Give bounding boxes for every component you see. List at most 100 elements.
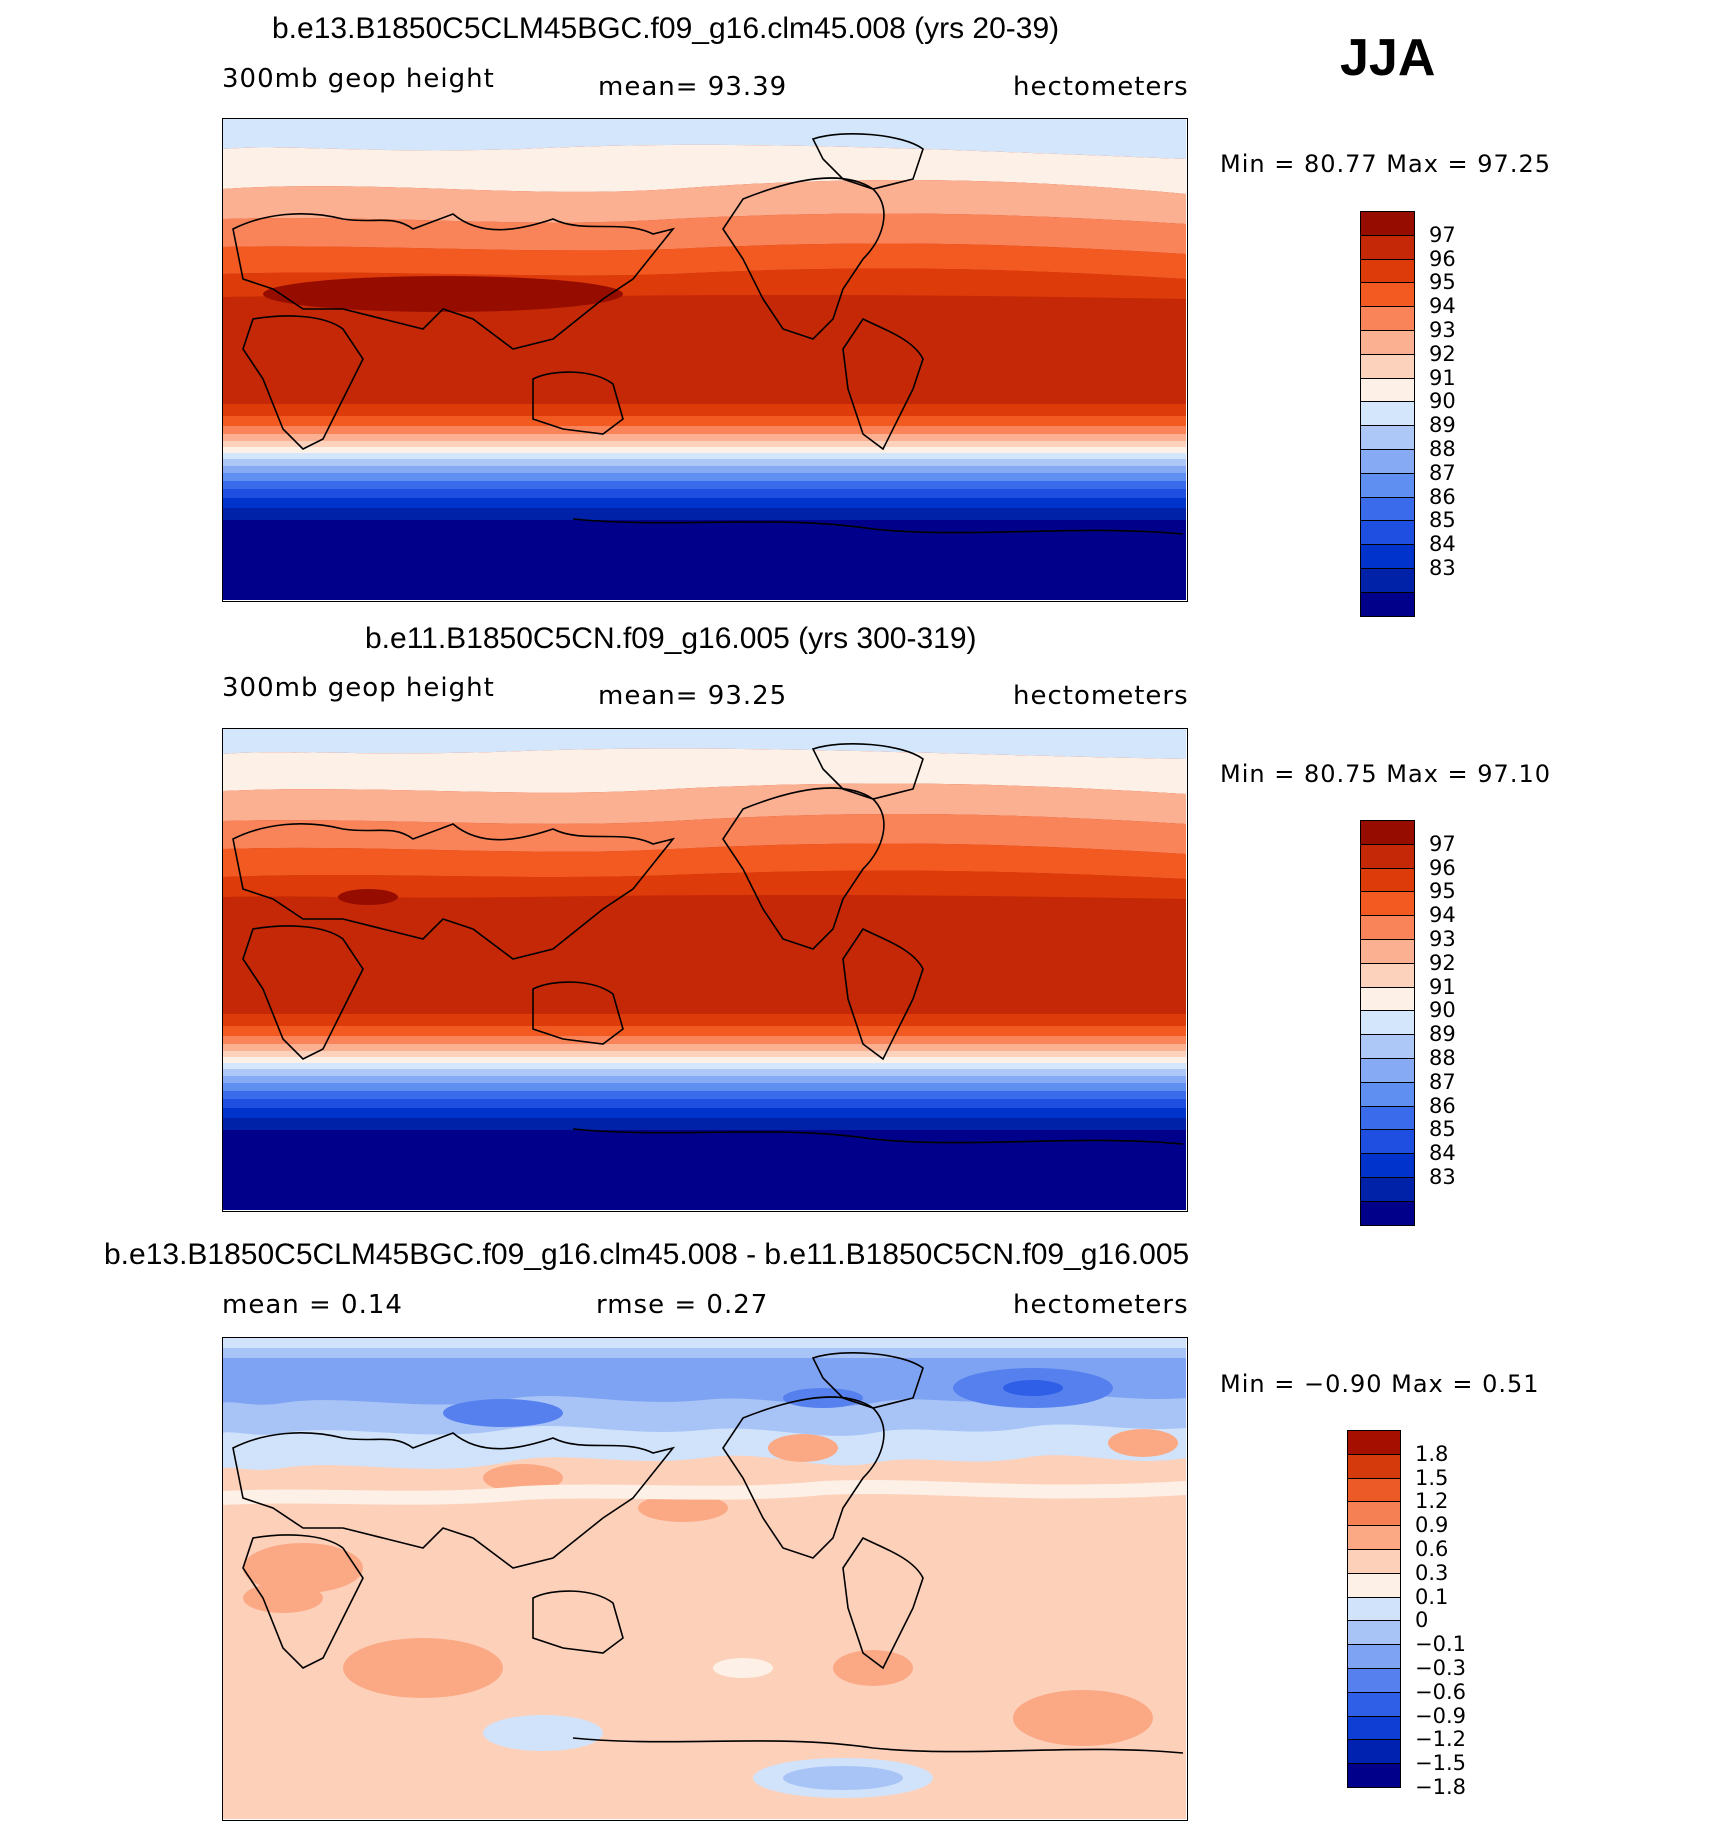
colorbar-label: 84 [1429, 532, 1456, 557]
panel-1-map [222, 118, 1188, 602]
colorbar-label: 95 [1429, 270, 1456, 295]
colorbar-label: 0.1 [1415, 1584, 1449, 1609]
colorbar-label: 92 [1429, 950, 1456, 975]
colorbar-label: 96 [1429, 855, 1456, 880]
colorbar-label: 1.8 [1415, 1441, 1449, 1466]
colorbar-swatch [1360, 211, 1415, 237]
colorbar-label: 0.9 [1415, 1513, 1449, 1538]
colorbar-swatch [1360, 820, 1415, 846]
season-label: JJA [1340, 29, 1436, 87]
colorbar-label: 87 [1429, 1069, 1456, 1094]
colorbar-label: 84 [1429, 1141, 1456, 1166]
panel-3-mean-label: mean = 0.14 [222, 1290, 403, 1320]
panel-1-min-max: Min = 80.77 Max = 97.25 [1220, 150, 1551, 178]
colorbar-label: 90 [1429, 998, 1456, 1023]
colorbar-label: −1.8 [1415, 1775, 1466, 1799]
panel-3-units-label: hectometers [1013, 1290, 1189, 1320]
panel-1-mean-label: mean= 93.39 [598, 72, 788, 102]
colorbar-label: 87 [1429, 460, 1456, 485]
colorbar-label: 97 [1429, 222, 1456, 247]
colorbar-swatch [1347, 1715, 1401, 1741]
colorbar-swatch [1360, 520, 1415, 546]
colorbar-swatch [1360, 449, 1415, 475]
colorbar-swatch [1360, 282, 1415, 308]
colorbar-swatch [1347, 1596, 1401, 1622]
colorbar-swatch [1360, 1153, 1415, 1179]
panel-3-title: b.e13.B1850C5CLM45BGC.f09_g16.clm45.008 … [104, 1238, 1190, 1271]
colorbar-swatch [1360, 591, 1415, 618]
colorbar-label: 88 [1429, 437, 1456, 461]
panel-1-variable-label: 300mb geop height [222, 64, 495, 94]
colorbar-swatch [1360, 330, 1415, 356]
colorbar-label: 97 [1429, 831, 1456, 856]
colorbar-swatch [1347, 1691, 1401, 1718]
colorbar-swatch [1360, 1010, 1415, 1036]
colorbar-label: 89 [1429, 1022, 1456, 1047]
colorbar-swatch [1360, 472, 1415, 499]
colorbar-label: 91 [1429, 974, 1456, 999]
colorbar-swatch [1360, 258, 1415, 284]
colorbar-swatch [1360, 425, 1415, 451]
colorbar-label: 0 [1415, 1608, 1429, 1633]
colorbar-label: 85 [1429, 508, 1456, 533]
panel-1-units-label: hectometers [1013, 72, 1189, 102]
colorbar-swatch [1347, 1620, 1401, 1646]
panel-2-min-max: Min = 80.75 Max = 97.10 [1220, 760, 1551, 788]
colorbar-label: 91 [1429, 365, 1456, 390]
colorbar-swatch [1347, 1644, 1401, 1670]
colorbar-swatch [1360, 1034, 1415, 1060]
colorbar-label: −0.3 [1415, 1656, 1466, 1680]
colorbar-swatch [1347, 1453, 1401, 1480]
panel-3-map [222, 1337, 1188, 1821]
colorbar-swatch [1360, 915, 1415, 941]
colorbar-swatch [1360, 353, 1415, 380]
colorbar-label: 92 [1429, 341, 1456, 366]
colorbar-label: −0.9 [1415, 1703, 1466, 1728]
colorbar-swatch [1360, 1177, 1415, 1203]
colorbar-label: 86 [1429, 484, 1456, 509]
colorbar-swatch [1347, 1572, 1401, 1599]
colorbar-swatch [1360, 1200, 1415, 1227]
panel-3-min-max: Min = −0.90 Max = 0.51 [1220, 1370, 1540, 1398]
panel-1-title: b.e13.B1850C5CLM45BGC.f09_g16.clm45.008 … [272, 12, 1060, 45]
colorbar-label: 93 [1429, 927, 1456, 951]
colorbar-label: 89 [1429, 413, 1456, 438]
colorbar-label: −1.2 [1415, 1727, 1466, 1752]
colorbar-label: 1.2 [1415, 1489, 1449, 1514]
colorbar-label: −0.1 [1415, 1632, 1466, 1657]
colorbar-swatch [1360, 401, 1415, 427]
colorbar-swatch [1360, 962, 1415, 989]
colorbar-swatch [1360, 377, 1415, 403]
panel-2-variable-label: 300mb geop height [222, 673, 495, 703]
colorbar-swatch [1347, 1525, 1401, 1551]
colorbar-swatch [1360, 843, 1415, 870]
colorbar-swatch [1360, 1081, 1415, 1108]
colorbar-label: 96 [1429, 246, 1456, 271]
colorbar-swatch [1360, 306, 1415, 332]
panel-3-rmse-label: rmse = 0.27 [596, 1290, 769, 1320]
colorbar-label: 94 [1429, 294, 1456, 319]
colorbar-label: 0.6 [1415, 1537, 1449, 1561]
colorbar-label: 90 [1429, 389, 1456, 414]
colorbar-label: 95 [1429, 879, 1456, 904]
colorbar-label: 94 [1429, 903, 1456, 928]
colorbar-label: 86 [1429, 1093, 1456, 1118]
colorbar-swatch [1360, 544, 1415, 570]
colorbar-swatch [1360, 1105, 1415, 1131]
colorbar-label: 88 [1429, 1046, 1456, 1070]
colorbar-swatch [1347, 1501, 1401, 1527]
colorbar-swatch [1360, 1129, 1415, 1155]
colorbar-swatch [1347, 1668, 1401, 1694]
colorbar-swatch [1360, 986, 1415, 1012]
colorbar-label: −0.6 [1415, 1679, 1466, 1704]
colorbar-swatch [1347, 1763, 1401, 1789]
colorbar-swatch [1360, 939, 1415, 965]
colorbar-swatch [1360, 1058, 1415, 1084]
colorbar-swatch [1347, 1739, 1401, 1765]
colorbar-swatch [1347, 1549, 1401, 1575]
colorbar-label: −1.5 [1415, 1751, 1466, 1776]
colorbar-label: 1.5 [1415, 1465, 1449, 1490]
colorbar-label: 93 [1429, 318, 1456, 342]
colorbar-label: 83 [1429, 556, 1456, 580]
colorbar-label: 0.3 [1415, 1560, 1449, 1585]
